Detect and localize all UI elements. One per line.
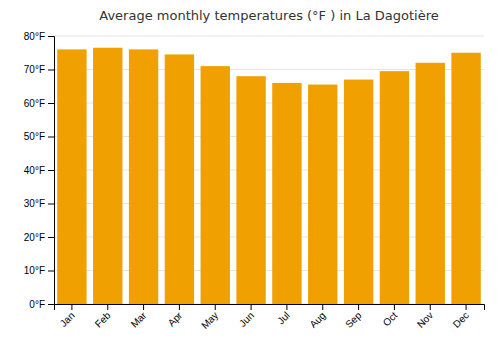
x-axis-line [55,305,485,311]
x-tick-mark [71,304,72,310]
grid [54,36,484,304]
y-tick-label: 70°F [24,64,45,75]
x-tick-label: Sep [343,309,364,330]
y-tick-label: 60°F [24,98,45,109]
x-tick-label: Nov [415,310,435,330]
y-tick-mark [48,170,54,171]
x-tick-label: Jan [58,310,77,329]
x-tick-label: Apr [166,309,185,328]
x-tick-label: Aug [307,310,327,330]
y-tick-mark [48,304,54,305]
x-tick-mark [179,304,180,310]
y-tick-mark [48,36,54,37]
x-tick: Oct [381,304,400,328]
y-tick: 50°F [24,131,54,142]
y-tick-mark [48,204,54,205]
x-tick: Jan [58,304,77,329]
bar [308,85,337,304]
grid-line [54,36,484,37]
x-tick-label: Dec [451,310,471,330]
y-tick-label: 50°F [24,131,45,142]
y-tick-label: 20°F [24,232,45,243]
x-tick: Mar [129,304,149,330]
x-tick-label: May [199,310,220,331]
x-tick-mark [394,304,395,310]
x-tick-mark [322,304,323,310]
y-tick: 20°F [24,232,54,243]
x-tick: Sep [343,304,364,330]
y-axis: 0°F 10°F 20°F 30°F 40°F 50°F 60°F 70°F 80°F [24,31,55,310]
bar [416,63,445,304]
x-tick: Aug [307,304,327,330]
y-tick-label: 80°F [24,31,45,42]
x-tick: Nov [415,304,435,330]
y-tick-label: 10°F [24,265,45,276]
y-tick-label: 40°F [24,165,45,176]
plot-area [57,48,481,304]
y-tick-mark [48,70,54,71]
bar [344,80,373,304]
x-tick-label: Feb [93,309,113,329]
title: Average monthly temperatures (°F ) in La… [99,8,438,23]
y-tick-mark [48,237,54,238]
y-tick: 30°F [24,198,54,209]
y-axis-line [48,37,55,305]
bar [380,71,409,304]
bar [165,54,194,304]
chart: 0°F 10°F 20°F 30°F 40°F 50°F 60°F 70°F 80°F Jan Fe… [0,0,500,350]
x-tick-label: Jul [275,310,292,327]
x-tick: Jun [237,304,256,329]
x-tick: Dec [451,304,471,330]
x-tick: Apr [166,304,185,328]
bar [57,49,86,304]
x-tick-mark [430,304,431,310]
x-tick-label: Oct [381,310,400,329]
bar [272,83,301,304]
x-axis: Jan Feb Mar Apr May Jun Jul Aug Sep Oct Nov Dec [55,304,485,331]
y-tick: 10°F [24,265,54,276]
y-tick: 80°F [24,31,54,42]
y-tick: 40°F [24,165,54,176]
y-tick-label: 0°F [29,299,45,310]
y-tick: 60°F [24,98,54,109]
x-tick: Jul [275,304,292,326]
y-tick-mark [48,103,54,104]
x-tick-mark [107,304,108,310]
y-tick-mark [48,137,54,138]
x-tick: Feb [93,304,113,330]
y-tick: 0°F [29,299,54,310]
bar [129,49,158,304]
x-tick-label: Jun [237,310,256,329]
x-tick-mark [466,304,467,310]
bar [236,76,265,304]
y-tick: 70°F [24,64,54,75]
x-tick-mark [215,304,216,310]
x-tick-mark [143,304,144,310]
bar [93,48,122,304]
x-tick-mark [358,304,359,310]
bar [451,53,480,304]
x-tick: May [199,304,220,331]
x-tick-label: Mar [129,309,149,329]
y-tick-label: 30°F [24,198,45,209]
bar [201,66,230,304]
x-tick-mark [251,304,252,310]
x-tick-mark [286,304,287,310]
y-tick-mark [48,271,54,272]
